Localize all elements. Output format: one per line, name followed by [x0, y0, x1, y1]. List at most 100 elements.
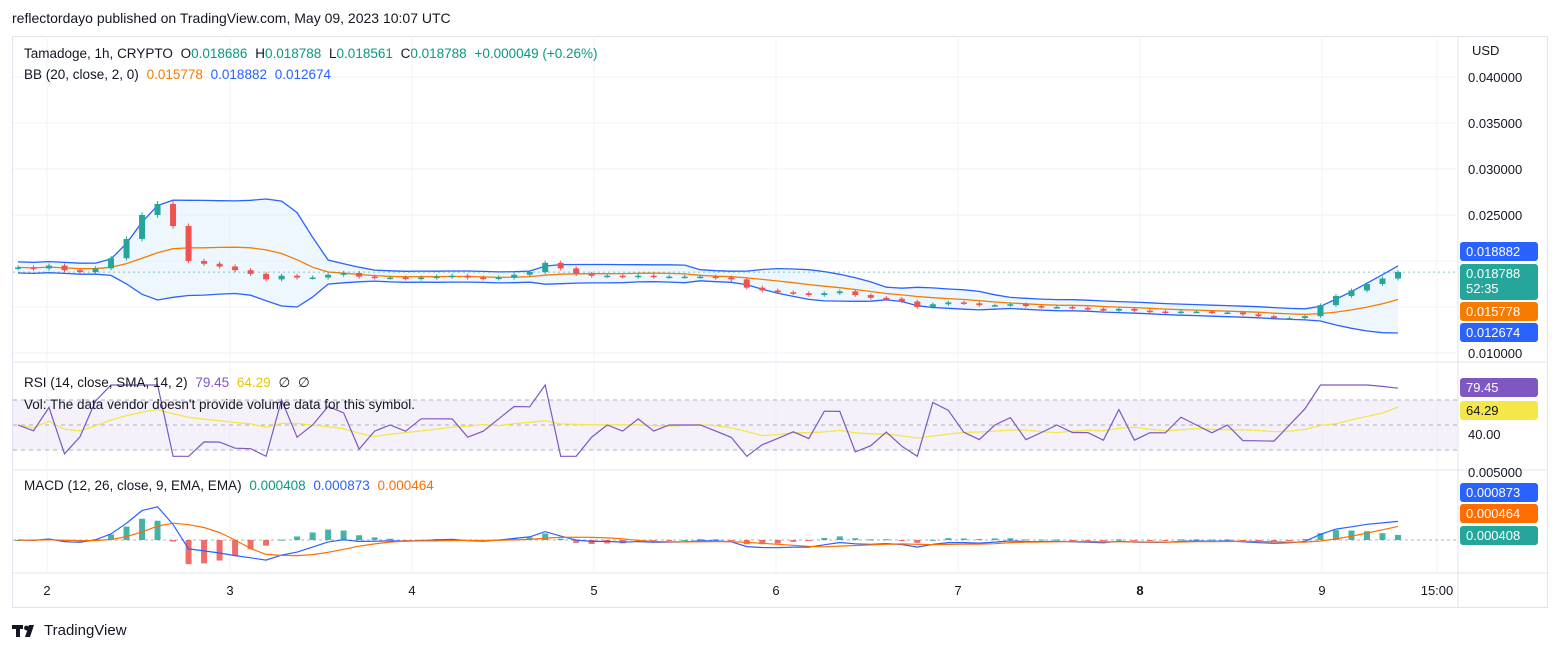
candle-body [790, 292, 797, 294]
candle-body [340, 272, 347, 275]
candle-body [1363, 284, 1370, 291]
candle-body [464, 275, 471, 278]
macd-histogram-bar [945, 538, 952, 540]
rsi-axis-tick: 40.00 [1468, 427, 1501, 442]
macd-signal-value: 0.000464 [377, 478, 434, 493]
time-axis-tick: 6 [772, 583, 779, 598]
tradingview-logo-icon [12, 624, 34, 637]
price-axis-tick: 0.030000 [1468, 162, 1522, 177]
close-value: 0.018788 [410, 46, 467, 61]
candle-body [573, 268, 580, 274]
currency-label: USD [1472, 43, 1500, 58]
macd-histogram-bar [1115, 539, 1122, 541]
macd-histogram-bar [542, 533, 549, 540]
macd-histogram-bar [790, 540, 797, 542]
rsi-line [17, 383, 1399, 458]
brand-label: TradingView [44, 622, 127, 639]
candle-body [1100, 308, 1107, 311]
candle-body [1348, 290, 1355, 296]
publisher-line: reflectordayo published on TradingView.c… [12, 10, 451, 26]
macd-histogram-bar [1317, 533, 1324, 540]
candle-body [650, 275, 657, 278]
candle-body [712, 276, 719, 279]
candle-body [1286, 318, 1293, 320]
macd-histogram-bar [139, 518, 146, 540]
rsi-pane [13, 383, 1458, 458]
grid-lines [13, 36, 1548, 608]
macd-histogram-bar [960, 538, 967, 540]
price-legend[interactable]: Tamadoge, 1h, CRYPTO O0.018686 H0.018788… [24, 46, 602, 61]
candle-body [170, 203, 177, 227]
bb-basis-line [17, 246, 1399, 316]
rsi-value: 79.45 [195, 375, 230, 390]
macd-histogram-bar [573, 540, 580, 543]
macd-value: 0.000873 [313, 478, 370, 493]
macd-histogram-bar [774, 540, 781, 544]
low-key: L [329, 46, 337, 61]
macd-histogram-bar [526, 537, 533, 540]
tradingview-footer[interactable]: TradingView [12, 622, 127, 639]
macd-price-label: 0.000873 [1460, 483, 1538, 502]
candle-body [635, 275, 642, 278]
candle-body [821, 293, 828, 296]
macd-histogram-bar [108, 534, 115, 540]
macd-histogram-bar [650, 540, 657, 541]
candle-body [666, 276, 673, 279]
candle-body [542, 262, 549, 273]
bollinger-bands [17, 198, 1399, 334]
candle-body [511, 274, 518, 278]
candle-body [805, 293, 812, 296]
last-price-value: 0.018788 [1466, 266, 1521, 281]
candle-body [1115, 308, 1122, 311]
rsi-label: RSI (14, close, SMA, 14, 2) [24, 375, 188, 390]
candle-body [1193, 311, 1200, 314]
macd-histogram-bar [278, 539, 285, 541]
candle-body [139, 215, 146, 239]
candle-body [1301, 316, 1308, 319]
candle-body [883, 297, 890, 300]
macd-histogram-bar [1177, 539, 1184, 541]
candle-body [557, 262, 564, 269]
bb-basis-value: 0.015778 [146, 67, 203, 82]
macd-histogram-bar [511, 538, 518, 540]
candle-body [294, 275, 301, 278]
candle-body [588, 273, 595, 276]
macd-histogram-bar [976, 539, 983, 541]
macd-histogram-bar [325, 529, 332, 540]
bb-lower-line [17, 272, 1399, 334]
bar-countdown: 52:35 [1466, 281, 1499, 296]
time-axis-tick: 3 [226, 583, 233, 598]
macd-histogram-bar [898, 540, 905, 541]
macd-axis-tick: 0.005000 [1468, 465, 1522, 480]
candle-body [449, 275, 456, 278]
candle-body [325, 274, 332, 278]
candle-body [185, 226, 192, 261]
rsi-legend[interactable]: RSI (14, close, SMA, 14, 2) 79.45 64.29 … [24, 375, 314, 391]
macd-hist-value: 0.000408 [249, 478, 306, 493]
macd-histogram-bar [1332, 530, 1339, 540]
candle-body [898, 298, 905, 302]
macd-histogram-bar [1348, 530, 1355, 540]
bb-upper-price-label: 0.018882 [1460, 242, 1538, 261]
macd-histogram-bar [185, 540, 192, 565]
macd-histogram-bar [867, 539, 874, 541]
price-axis-tick: 0.040000 [1468, 70, 1522, 85]
bb-legend[interactable]: BB (20, close, 2, 0) 0.015778 0.018882 0… [24, 67, 335, 82]
signal-price-label: 0.000464 [1460, 504, 1538, 523]
candle-body [232, 266, 239, 271]
candle-body [697, 276, 704, 279]
candle-body [759, 287, 766, 291]
macd-histogram-bar [1146, 540, 1153, 541]
macd-histogram-bar [371, 537, 378, 540]
candle-body [216, 263, 223, 267]
macd-histogram-bar [759, 540, 766, 545]
candle-body [945, 302, 952, 305]
bb-lower-value: 0.012674 [274, 67, 332, 82]
macd-legend[interactable]: MACD (12, 26, close, 9, EMA, EMA) 0.0004… [24, 478, 438, 493]
macd-histogram-bar [1395, 534, 1401, 540]
macd-histogram-bar [356, 535, 363, 540]
macd-histogram-bar [883, 539, 890, 541]
candle-body [356, 272, 363, 277]
price-axis-tick: 0.035000 [1468, 116, 1522, 131]
